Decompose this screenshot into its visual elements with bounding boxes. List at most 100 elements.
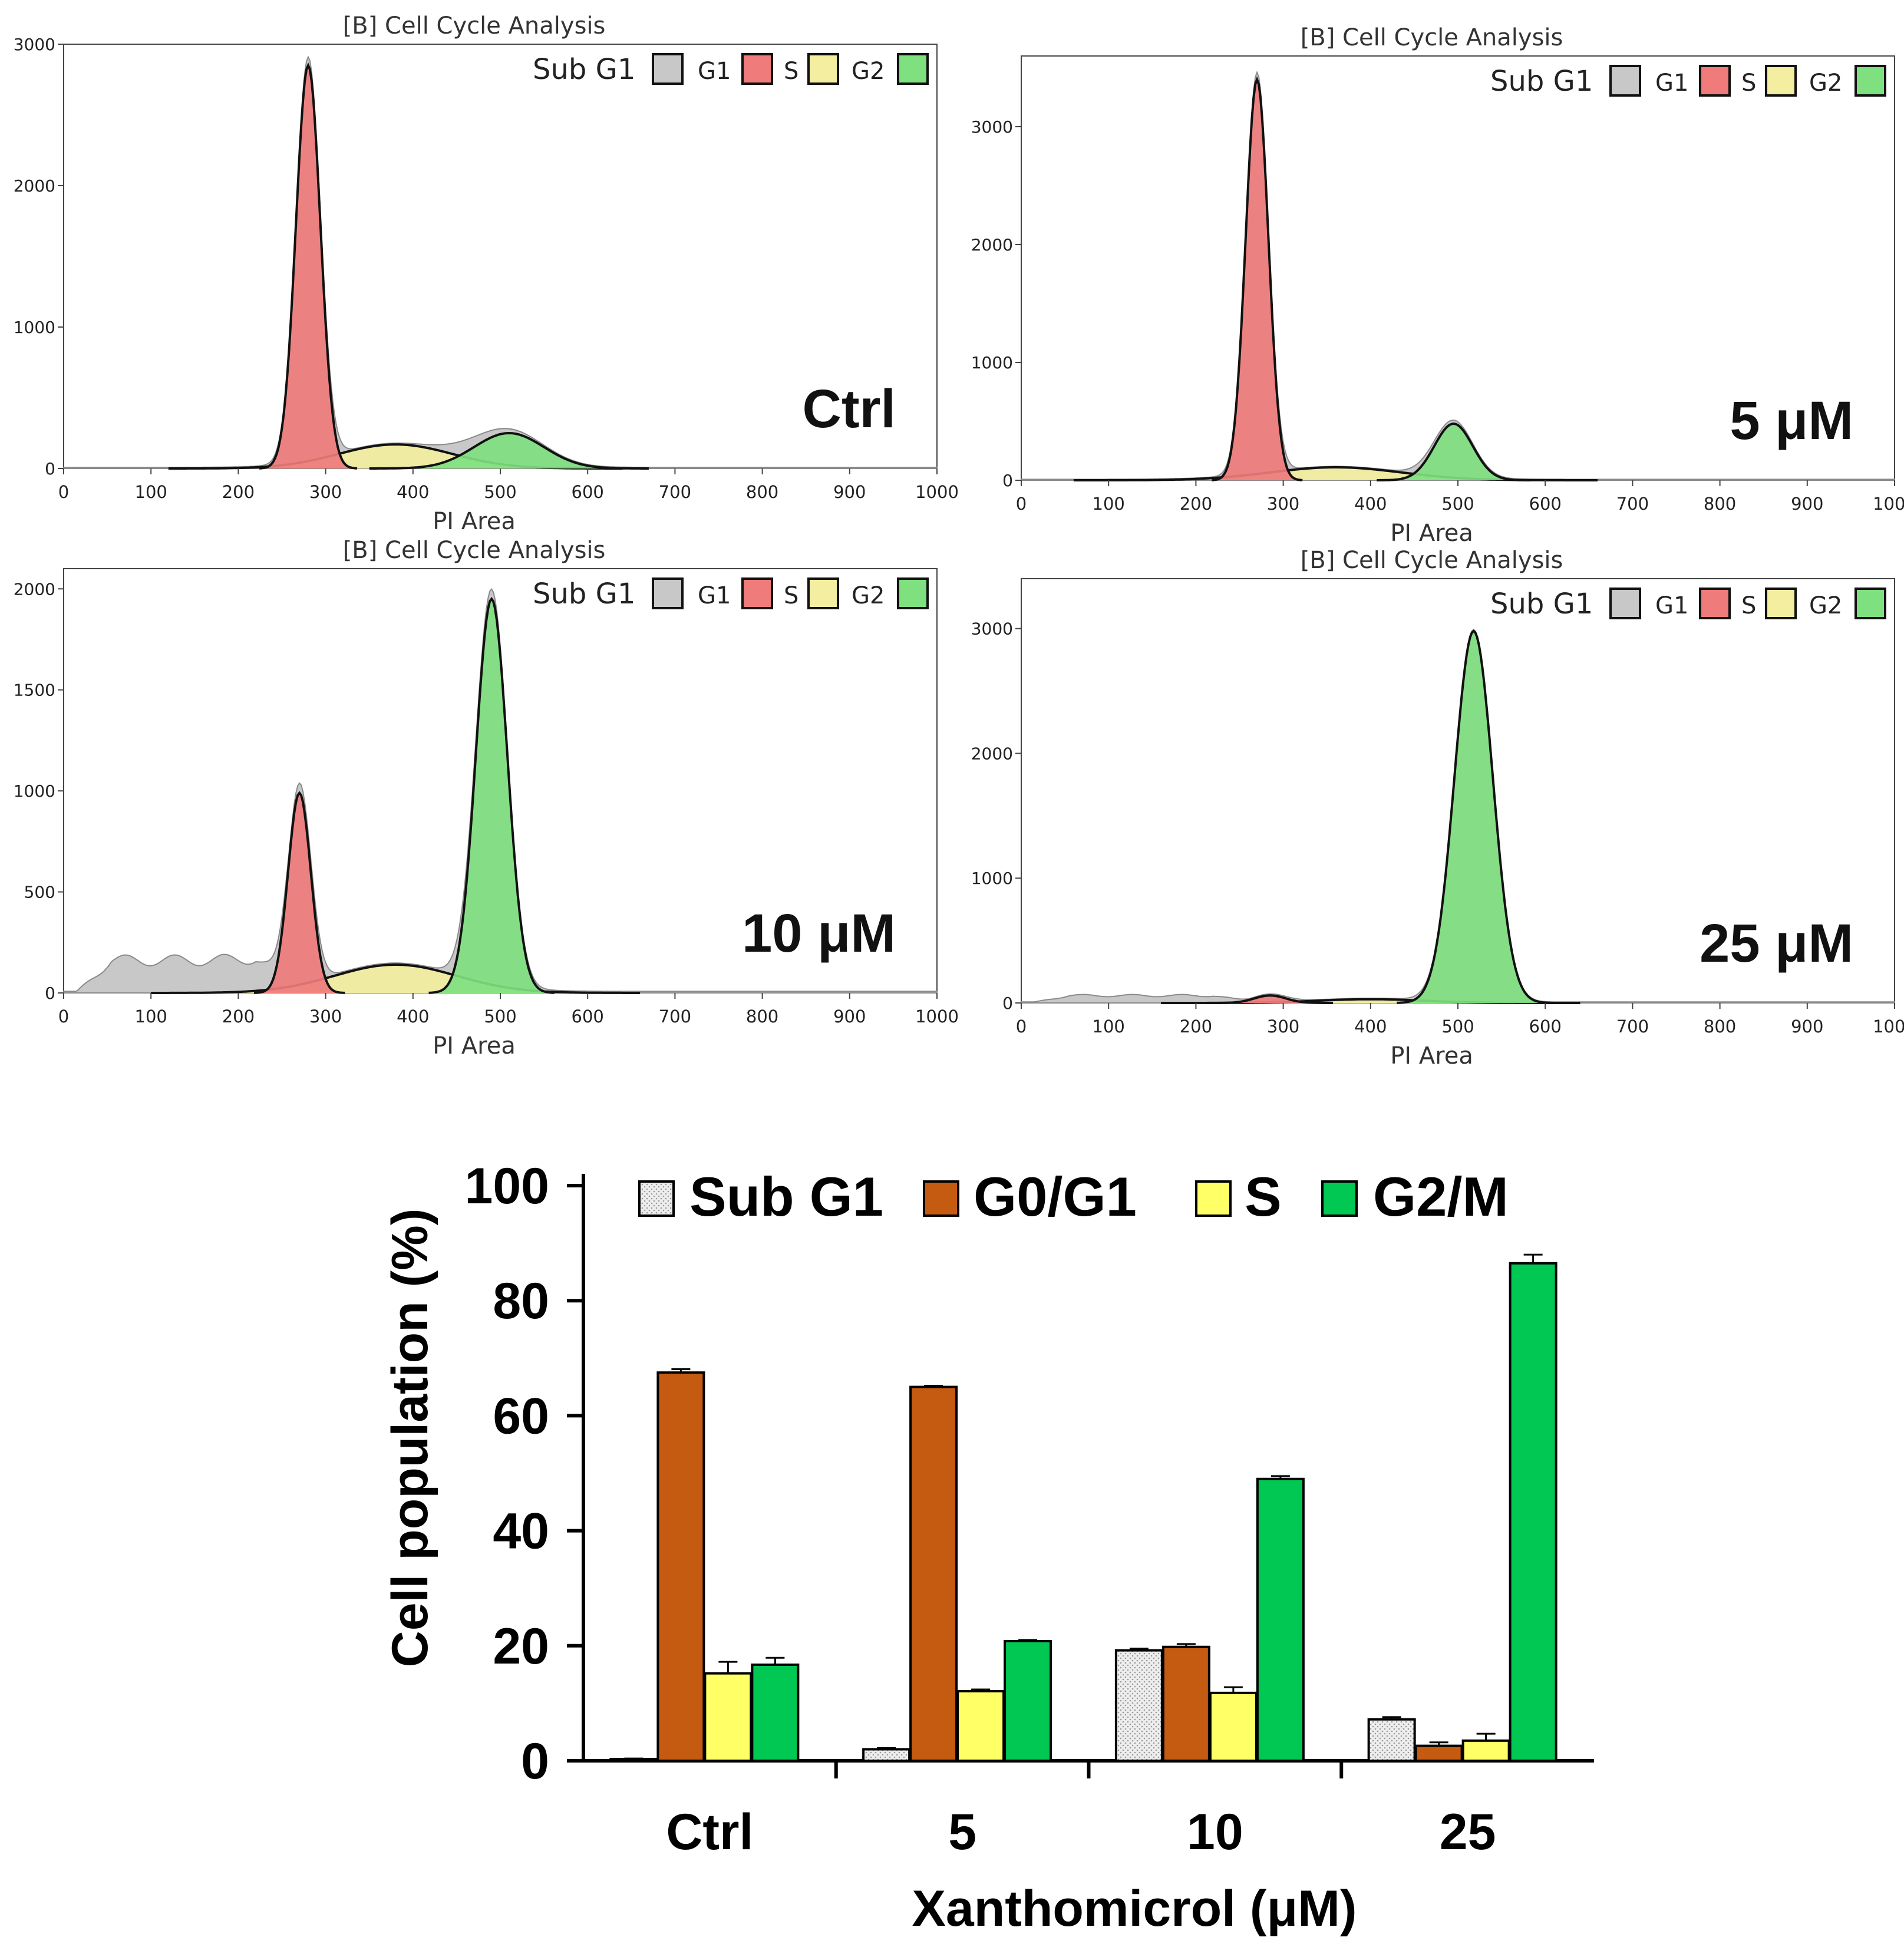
legend-swatch [741,577,773,609]
legend-swatch [741,53,773,85]
x-tick-label: 200 [1180,494,1212,514]
x-tick-label: 1000 [915,482,959,502]
x-tick-label: 0 [1016,1017,1027,1037]
histogram-title: [B] Cell Cycle Analysis [1301,547,1563,574]
x-tick-label: 100 [135,1006,167,1027]
legend-swatch [897,577,929,609]
g2-phase-curve-outline [1397,629,1551,1004]
histogram-legend: Sub G1 G1 S G2 [1490,588,1886,621]
condition-label: Ctrl [803,379,896,439]
s-phase-curve-fill [168,444,623,468]
bar-sub-g1-5 [862,1748,911,1762]
plot-frame [63,44,938,469]
g1-phase-curve-fill [1207,995,1334,1003]
histogram-panel-5um: [B] Cell Cycle Analysis 0 100 200 300 400 500 6… [971,24,1904,547]
x-tick-label: 800 [1704,494,1736,514]
legend-swatch [1699,588,1731,619]
x-tick-label: 900 [833,482,866,502]
x-tick-label: 200 [222,482,255,502]
x-tick-label: 400 [397,1006,429,1027]
x-tick-label: 1000 [915,1006,959,1027]
legend-label: G0/G1 [974,1166,1137,1227]
y-tick-label: 100 [465,1158,550,1215]
x-tick-label: 800 [1704,1017,1736,1037]
y-tick-label: 20 [493,1618,549,1675]
y-tick-label: 0 [45,984,55,1003]
legend-swatch [1321,1180,1358,1217]
legend-swatch [1765,588,1797,619]
histogram-panel-10um: [B] Cell Cycle Analysis 0 100 200 300 400 500 6… [14,537,959,1060]
g1-phase-curve-outline [259,62,358,470]
legend-label: Sub G1 [689,1166,883,1227]
legend-swatch [1765,65,1797,97]
x-tick-label: 700 [1616,1017,1649,1037]
x-tick-label: 700 [1616,494,1649,514]
bar-g2-m-5 [1004,1639,1052,1762]
x-tick-label: 300 [309,1006,342,1027]
x-axis-label: PI Area [433,1032,516,1060]
x-tick-label: 900 [1791,494,1823,514]
y-tick-label: 2000 [971,235,1013,255]
s-phase-curve-fill [1073,467,1598,480]
legend-swatch [1609,588,1641,619]
x-tick-label: 500 [1441,1017,1474,1037]
legend-label: Sub G1 [533,577,635,610]
legend-swatch [897,53,929,85]
x-axis-label: Xanthomicrol (μM) [912,1880,1357,1937]
x-axis-label: PI Area [1390,1042,1473,1070]
y-tick-label: 1500 [14,681,55,700]
legend-label: G2/M [1373,1166,1509,1227]
bar-g2-m-25 [1509,1262,1557,1762]
y-tick-label: 1000 [14,781,55,801]
x-tick-label: 10 [1187,1804,1243,1860]
g1-phase-curve-outline [254,791,345,994]
bar-s-25 [1461,1739,1510,1763]
legend-swatch [1195,1180,1232,1217]
y-tick-label: 3000 [14,35,55,54]
condition-label: 25 μM [1700,913,1853,973]
y-tick-label: 1000 [971,869,1013,888]
x-tick-label: 900 [1791,1017,1823,1037]
y-tick-label: 1000 [971,353,1013,372]
g2-phase-curve-outline [369,431,649,470]
legend-swatch [1699,65,1731,97]
legend-swatch [1854,65,1886,97]
x-tick-label: 500 [1441,494,1474,514]
bar-s-5 [956,1689,1005,1763]
y-tick-label: 2000 [971,744,1013,763]
legend-swatch [638,1180,675,1217]
y-tick-label: 0 [1002,471,1013,490]
y-axis-label: Cell population (%) [382,1209,438,1668]
x-axis-label: PI Area [1390,520,1473,547]
legend-label: G1 [698,58,731,85]
histogram-title: [B] Cell Cycle Analysis [343,12,606,39]
x-tick-label: 400 [1354,494,1387,514]
condition-label: 5 μM [1730,391,1853,451]
legend-label: Sub G1 [1490,65,1593,98]
legend-label: S [784,582,798,609]
g1-phase-curve-fill [259,65,357,468]
x-tick-label: 500 [484,482,516,502]
bar-g2-m-10 [1256,1477,1305,1762]
x-tick-label: 500 [484,1006,516,1027]
x-tick-label: 1000 [1873,1017,1904,1037]
legend-swatch [807,53,839,85]
x-tick-label: 200 [222,1006,255,1027]
legend-label: Sub G1 [533,53,635,86]
bar-sub-g1-10 [1114,1649,1163,1762]
x-tick-label: 100 [1093,1017,1125,1037]
x-tick-label: 300 [309,482,342,502]
legend-label: G1 [1655,592,1688,619]
y-tick-label: 0 [1002,994,1013,1013]
bar-s-ctrl [704,1672,753,1762]
y-tick-label: 500 [24,883,55,902]
x-tick-label: 600 [572,1006,604,1027]
x-tick-label: 0 [58,482,69,502]
x-tick-label: 600 [1529,1017,1562,1037]
bar-sub-g1-25 [1367,1718,1416,1763]
legend-swatch [652,53,684,85]
legend-label: G1 [698,582,731,609]
x-tick-label: 200 [1180,1017,1212,1037]
x-tick-label: 700 [659,482,691,502]
y-tick-label: 0 [45,459,55,478]
